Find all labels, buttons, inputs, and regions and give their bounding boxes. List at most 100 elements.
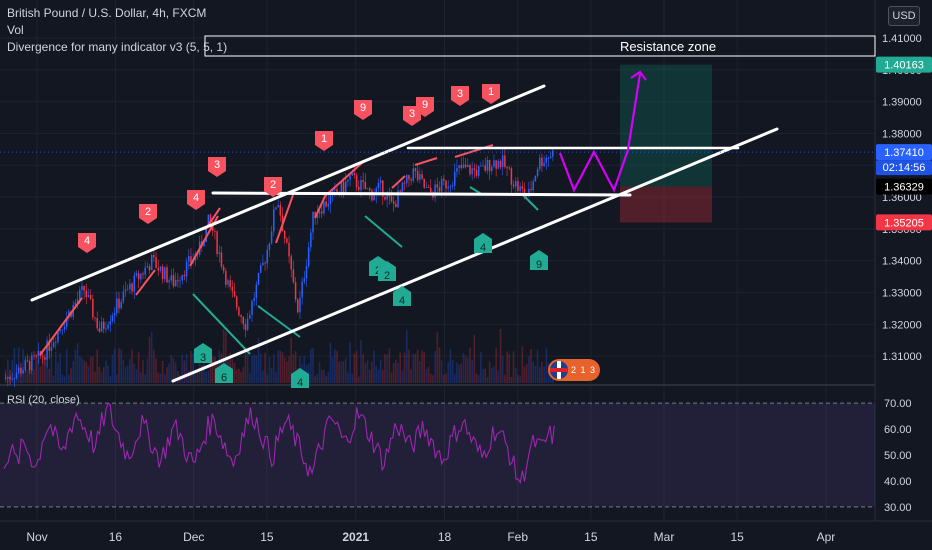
countdown-box bbox=[876, 160, 932, 176]
volume-bar bbox=[181, 355, 184, 383]
candle-body bbox=[233, 291, 236, 297]
volume-bar bbox=[222, 329, 225, 383]
volume-bar bbox=[373, 350, 375, 383]
candle-body bbox=[416, 171, 419, 180]
volume-bar bbox=[517, 375, 519, 383]
volume-bar bbox=[545, 347, 548, 383]
sell-marker-label: 4 bbox=[193, 192, 199, 204]
volume-bar bbox=[347, 372, 349, 383]
volume-bar bbox=[521, 346, 524, 383]
symbol-title[interactable]: British Pound / U.S. Dollar, 4h, FXCM bbox=[7, 6, 207, 20]
candle-body bbox=[430, 187, 432, 193]
candle-body bbox=[399, 190, 401, 192]
rsi-legend[interactable]: RSI (20, close) bbox=[7, 394, 80, 406]
sell-marker-label: 9 bbox=[360, 102, 366, 114]
buy-marker bbox=[474, 233, 492, 253]
sell-marker bbox=[451, 86, 469, 106]
volume-bar bbox=[13, 347, 16, 383]
candle-body bbox=[423, 178, 425, 188]
currency-button[interactable]: USD bbox=[888, 6, 920, 26]
candle-body bbox=[467, 164, 469, 168]
volume-bar bbox=[172, 358, 175, 383]
trendlines[interactable] bbox=[30, 70, 779, 383]
volume-bar bbox=[159, 373, 162, 383]
volume-bar bbox=[314, 376, 317, 383]
candle-body bbox=[105, 328, 107, 330]
volume-bar bbox=[438, 347, 441, 383]
candle-body bbox=[170, 275, 173, 281]
lower-channel-line bbox=[171, 127, 779, 383]
candle-body bbox=[74, 302, 77, 305]
candle-body bbox=[373, 194, 375, 201]
candle-body bbox=[129, 283, 131, 290]
candle-body bbox=[541, 157, 543, 167]
candle-body bbox=[126, 289, 129, 291]
volume-bar bbox=[469, 347, 471, 383]
candle-body bbox=[116, 298, 118, 314]
candle-body bbox=[447, 186, 449, 189]
volume-bar bbox=[37, 354, 40, 383]
volume-bar bbox=[334, 349, 336, 383]
volume-bars bbox=[4, 328, 554, 383]
candle-body bbox=[436, 184, 439, 188]
candle-body bbox=[484, 165, 486, 171]
volume-bar bbox=[126, 365, 129, 383]
candle-body bbox=[214, 231, 216, 232]
volume-bar bbox=[412, 353, 415, 383]
candle-body bbox=[349, 175, 351, 180]
candle-body bbox=[266, 249, 268, 264]
candle-body bbox=[438, 187, 441, 192]
candle-body bbox=[9, 376, 11, 380]
candle-body bbox=[545, 158, 548, 163]
volume-bar bbox=[157, 372, 160, 383]
time-tick-label: 15 bbox=[584, 530, 598, 544]
time-tick-label: 15 bbox=[260, 530, 274, 544]
volume-bar bbox=[388, 348, 391, 383]
volume-bar bbox=[288, 356, 290, 383]
candle-body bbox=[549, 156, 552, 158]
volume-bar bbox=[530, 348, 532, 383]
volume-bar bbox=[303, 355, 306, 383]
candle-body bbox=[329, 195, 332, 205]
time-axis[interactable]: Nov 16 Dec 15 2021 18 Feb 15 Mar 15 Apr bbox=[26, 530, 835, 544]
rsi-tick-label: 40.00 bbox=[884, 476, 912, 488]
volume-bar bbox=[190, 350, 192, 383]
volume-bar bbox=[249, 373, 251, 383]
candle-body bbox=[166, 267, 168, 283]
volume-bar bbox=[35, 354, 37, 383]
volume-bar bbox=[105, 360, 107, 383]
volume-bar bbox=[390, 372, 393, 383]
candle-body bbox=[318, 211, 321, 214]
candle-body bbox=[434, 184, 436, 198]
candle-body bbox=[445, 180, 447, 189]
candle-body bbox=[24, 360, 27, 371]
volume-bar bbox=[142, 359, 144, 383]
candle-body bbox=[469, 164, 471, 175]
volume-bar bbox=[475, 373, 478, 383]
volume-bar bbox=[185, 354, 188, 383]
candle-body bbox=[499, 160, 502, 168]
volume-bar bbox=[344, 358, 347, 383]
indicator-legend[interactable]: Divergence for many indicator v3 (5, 5, … bbox=[7, 40, 228, 54]
volume-bar bbox=[52, 375, 55, 383]
overlay-labels: 1.40163 1.37410 02:14:56 1.36329 1.35205 bbox=[0, 56, 932, 231]
volume-bar bbox=[209, 362, 212, 383]
price-axis[interactable]: 1.410001.400001.390001.380001.370001.360… bbox=[882, 33, 922, 514]
candle-body bbox=[203, 242, 205, 247]
volume-legend[interactable]: Vol bbox=[7, 23, 24, 37]
volume-bar bbox=[65, 349, 68, 383]
candle-body bbox=[528, 188, 530, 197]
candle-body bbox=[449, 186, 452, 188]
bearish-divergence-line bbox=[391, 175, 406, 189]
candle-body bbox=[220, 252, 223, 267]
candle-body bbox=[229, 280, 231, 288]
candle-body bbox=[174, 280, 177, 287]
candle-body bbox=[96, 318, 98, 329]
candle-body bbox=[440, 178, 443, 192]
volume-bar bbox=[120, 349, 122, 383]
volume-bar bbox=[11, 360, 13, 383]
volume-bar bbox=[146, 358, 149, 383]
volume-bar bbox=[211, 355, 214, 383]
candle-body bbox=[421, 174, 423, 179]
